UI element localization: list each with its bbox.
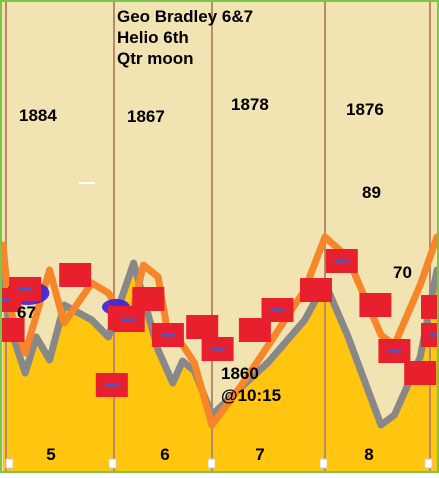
header-line-2: Helio 6th bbox=[117, 28, 189, 47]
bottom-ticks bbox=[5, 458, 433, 469]
price-marker-16 bbox=[359, 293, 392, 317]
period-label-1867: 1867 bbox=[127, 107, 165, 126]
gray-series-line bbox=[0, 259, 439, 429]
annotation-89: 89 bbox=[362, 183, 381, 202]
bottom-tick-4 bbox=[319, 458, 328, 469]
header-line-3: Qtr moon bbox=[117, 49, 194, 68]
annotation-1860: 1860 bbox=[221, 364, 259, 383]
category-label-8: 8 bbox=[364, 445, 373, 464]
price-marker-14 bbox=[300, 278, 332, 302]
header-line-1: Geo Bradley 6&7 bbox=[117, 7, 253, 26]
price-markers bbox=[0, 249, 439, 397]
category-label-6: 6 bbox=[160, 445, 169, 464]
annotation-67: 67 bbox=[17, 303, 36, 322]
bottom-tick-2 bbox=[108, 458, 117, 469]
price-marker-2 bbox=[0, 318, 25, 342]
category-label-7: 7 bbox=[255, 445, 264, 464]
bottom-tick-3 bbox=[207, 458, 216, 469]
bottom-tick-1 bbox=[5, 458, 14, 469]
gray-series-fill bbox=[3, 263, 437, 473]
price-marker-18 bbox=[404, 361, 437, 385]
annotation-70: 70 bbox=[393, 263, 412, 282]
price-marker-4 bbox=[59, 263, 92, 287]
period-label-1878: 1878 bbox=[231, 95, 269, 114]
period-label-1876: 1876 bbox=[346, 100, 384, 119]
price-marker-10 bbox=[186, 315, 219, 339]
annotation-time: @10:15 bbox=[221, 386, 281, 405]
category-label-5: 5 bbox=[46, 445, 55, 464]
period-label-1884: 1884 bbox=[19, 106, 57, 125]
bottom-tick-5 bbox=[424, 458, 433, 469]
price-marker-8 bbox=[132, 287, 165, 311]
price-marker-20 bbox=[421, 295, 439, 319]
